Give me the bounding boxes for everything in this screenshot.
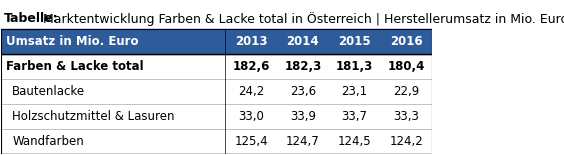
Text: 181,3: 181,3 (336, 60, 373, 73)
Text: 24,2: 24,2 (238, 85, 265, 98)
Bar (1, 79, 432, 104)
Text: 2016: 2016 (390, 35, 422, 48)
Text: Umsatz in Mio. Euro: Umsatz in Mio. Euro (6, 35, 138, 48)
Bar (1, 104, 432, 129)
Text: Farben & Lacke total: Farben & Lacke total (6, 60, 143, 73)
Text: 124,5: 124,5 (338, 135, 372, 148)
Text: 2014: 2014 (287, 35, 319, 48)
Text: Bautenlacke: Bautenlacke (12, 85, 85, 98)
Text: 23,6: 23,6 (290, 85, 316, 98)
Text: 33,3: 33,3 (393, 110, 419, 123)
Bar (1, 29, 432, 54)
Text: 33,0: 33,0 (238, 110, 264, 123)
Text: Marktentwicklung Farben & Lacke total in Österreich | Herstellerumsatz in Mio. E: Marktentwicklung Farben & Lacke total in… (39, 12, 564, 26)
Text: 124,2: 124,2 (389, 135, 423, 148)
Text: 23,1: 23,1 (342, 85, 368, 98)
Text: Wandfarben: Wandfarben (12, 135, 84, 148)
Bar (1, 129, 432, 154)
Text: Tabelle:: Tabelle: (3, 12, 58, 25)
Bar (1, 54, 432, 79)
Text: Holzschutzmittel & Lasuren: Holzschutzmittel & Lasuren (12, 110, 175, 123)
Text: 22,9: 22,9 (393, 85, 420, 98)
Text: 180,4: 180,4 (387, 60, 425, 73)
Text: 33,9: 33,9 (290, 110, 316, 123)
Text: 33,7: 33,7 (342, 110, 368, 123)
Text: 2015: 2015 (338, 35, 371, 48)
Text: 182,6: 182,6 (232, 60, 270, 73)
Text: 124,7: 124,7 (286, 135, 320, 148)
Text: 2013: 2013 (235, 35, 267, 48)
Text: 125,4: 125,4 (235, 135, 268, 148)
Text: 182,3: 182,3 (284, 60, 321, 73)
